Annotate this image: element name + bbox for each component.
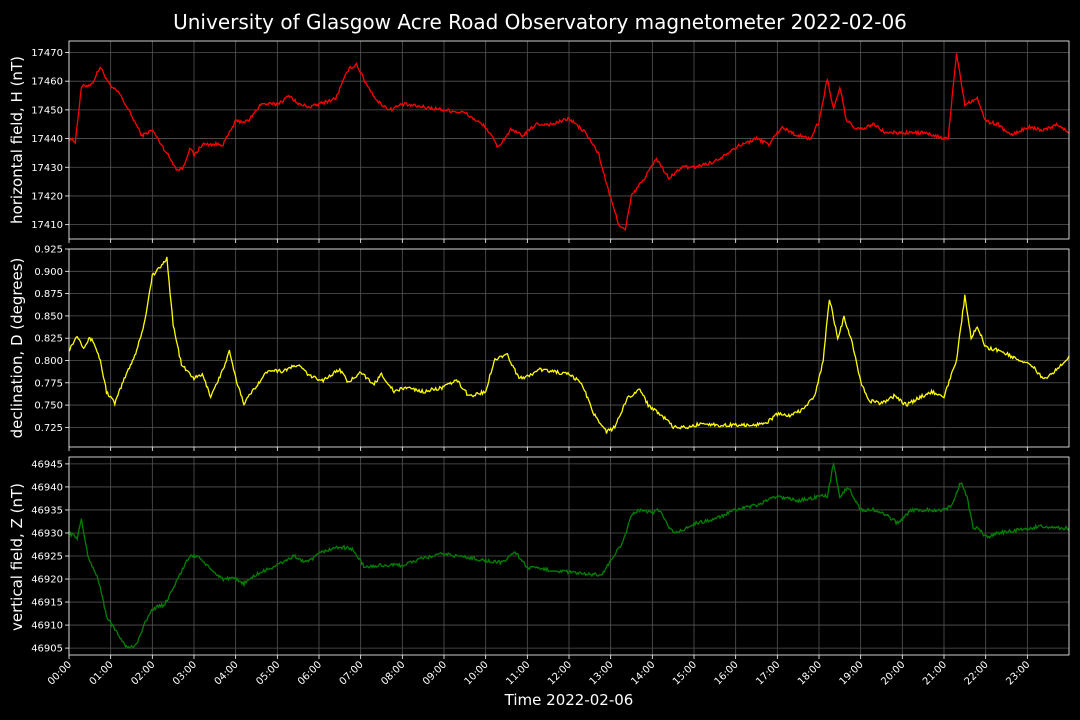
grid-vertical-field bbox=[68, 457, 1069, 655]
xtick-label: 05:00 bbox=[254, 659, 282, 687]
ytick-label: 46910 bbox=[31, 621, 63, 632]
ytick-label: 46905 bbox=[31, 644, 63, 655]
series-line-vertical-field bbox=[68, 461, 1070, 650]
ytick-label: 46915 bbox=[31, 598, 63, 609]
ytick-label: 46925 bbox=[31, 552, 63, 563]
xtick-label: 08:00 bbox=[379, 659, 407, 687]
xtick-label: 10:00 bbox=[463, 659, 491, 687]
xtick-label: 17:00 bbox=[754, 659, 782, 687]
xtick-label: 04:00 bbox=[213, 659, 241, 687]
xtick-label: 02:00 bbox=[129, 659, 157, 687]
xtick-label: 21:00 bbox=[921, 659, 949, 687]
ytick-label: 17420 bbox=[31, 191, 63, 202]
xtick-label: 23:00 bbox=[1004, 659, 1032, 687]
xtick-label: 12:00 bbox=[546, 659, 574, 687]
ytick-label: 46940 bbox=[31, 482, 63, 493]
panel-vertical-field: 46905 46910 46915 46920 46925 46930 46935 46940… bbox=[8, 456, 1070, 688]
panel-declination: 0.725 0.750 0.775 0.800 0.825 0.850 0.875 0.900… bbox=[8, 245, 1070, 451]
ytick-label: 0.900 bbox=[34, 267, 63, 278]
x-ticks-horizontal-field bbox=[68, 239, 1028, 243]
xtick-label: 03:00 bbox=[171, 659, 199, 687]
x-axis-label: Time 2022-02-06 bbox=[504, 691, 634, 709]
y-ticks-vertical-field: 46905 46910 46915 46920 46925 46930 46935 46940… bbox=[31, 459, 69, 655]
ytick-label: 17410 bbox=[31, 220, 63, 231]
grid-horizontal-field bbox=[68, 41, 1069, 239]
chart-title: University of Glasgow Acre Road Observat… bbox=[173, 10, 907, 34]
xtick-label: 22:00 bbox=[963, 659, 991, 687]
xtick-label: 11:00 bbox=[504, 659, 532, 687]
xtick-label: 20:00 bbox=[879, 659, 907, 687]
xtick-label: 18:00 bbox=[796, 659, 824, 687]
xtick-label: 07:00 bbox=[338, 659, 366, 687]
ytick-label: 17430 bbox=[31, 163, 63, 174]
xtick-label: 06:00 bbox=[296, 659, 324, 687]
ytick-label: 0.725 bbox=[34, 423, 63, 434]
y-ticks-horizontal-field: 17410 17420 17430 17440 17450 17460 17470 bbox=[31, 48, 69, 231]
ytick-label: 46935 bbox=[31, 505, 63, 516]
ytick-label: 0.850 bbox=[34, 311, 63, 322]
ytick-label: 46930 bbox=[31, 528, 63, 539]
panel-horizontal-field: 17410 17420 17430 17440 17450 17460 17470 hori… bbox=[8, 40, 1070, 243]
xtick-label: 19:00 bbox=[838, 659, 866, 687]
xtick-label: 00:00 bbox=[46, 659, 74, 687]
series-line-horizontal-field bbox=[68, 53, 1070, 232]
ytick-label: 0.775 bbox=[34, 378, 63, 389]
xtick-label: 01:00 bbox=[88, 659, 116, 687]
ytick-label: 17440 bbox=[31, 134, 63, 145]
ytick-label: 17470 bbox=[31, 48, 63, 59]
xtick-label: 15:00 bbox=[671, 659, 699, 687]
ylabel-declination: declination, D (degrees) bbox=[8, 258, 26, 439]
xtick-label: 14:00 bbox=[629, 659, 657, 687]
ytick-label: 0.800 bbox=[34, 356, 63, 367]
ytick-label: 0.825 bbox=[34, 334, 63, 345]
ylabel-vertical-field: vertical field, Z (nT) bbox=[8, 483, 26, 631]
ytick-label: 17450 bbox=[31, 105, 63, 116]
ytick-label: 0.875 bbox=[34, 289, 63, 300]
ytick-label: 46945 bbox=[31, 459, 63, 470]
x-ticks-vertical-field: 00:00 01:00 02:00 03:00 04:00 05:00 06:00 07:00… bbox=[46, 655, 1032, 688]
grid-declination bbox=[68, 248, 1069, 447]
xtick-label: 13:00 bbox=[588, 659, 616, 687]
ytick-label: 17460 bbox=[31, 77, 63, 88]
xtick-label: 16:00 bbox=[713, 659, 741, 687]
y-ticks-declination: 0.725 0.750 0.775 0.800 0.825 0.850 0.875 0.900… bbox=[34, 245, 69, 434]
ylabel-horizontal-field: horizontal field, H (nT) bbox=[8, 56, 26, 224]
ytick-label: 0.750 bbox=[34, 401, 63, 412]
ytick-label: 46920 bbox=[31, 575, 63, 586]
x-ticks-declination bbox=[68, 447, 1028, 451]
xtick-label: 09:00 bbox=[421, 659, 449, 687]
ytick-label: 0.925 bbox=[34, 245, 63, 256]
series-line-declination bbox=[68, 256, 1070, 434]
